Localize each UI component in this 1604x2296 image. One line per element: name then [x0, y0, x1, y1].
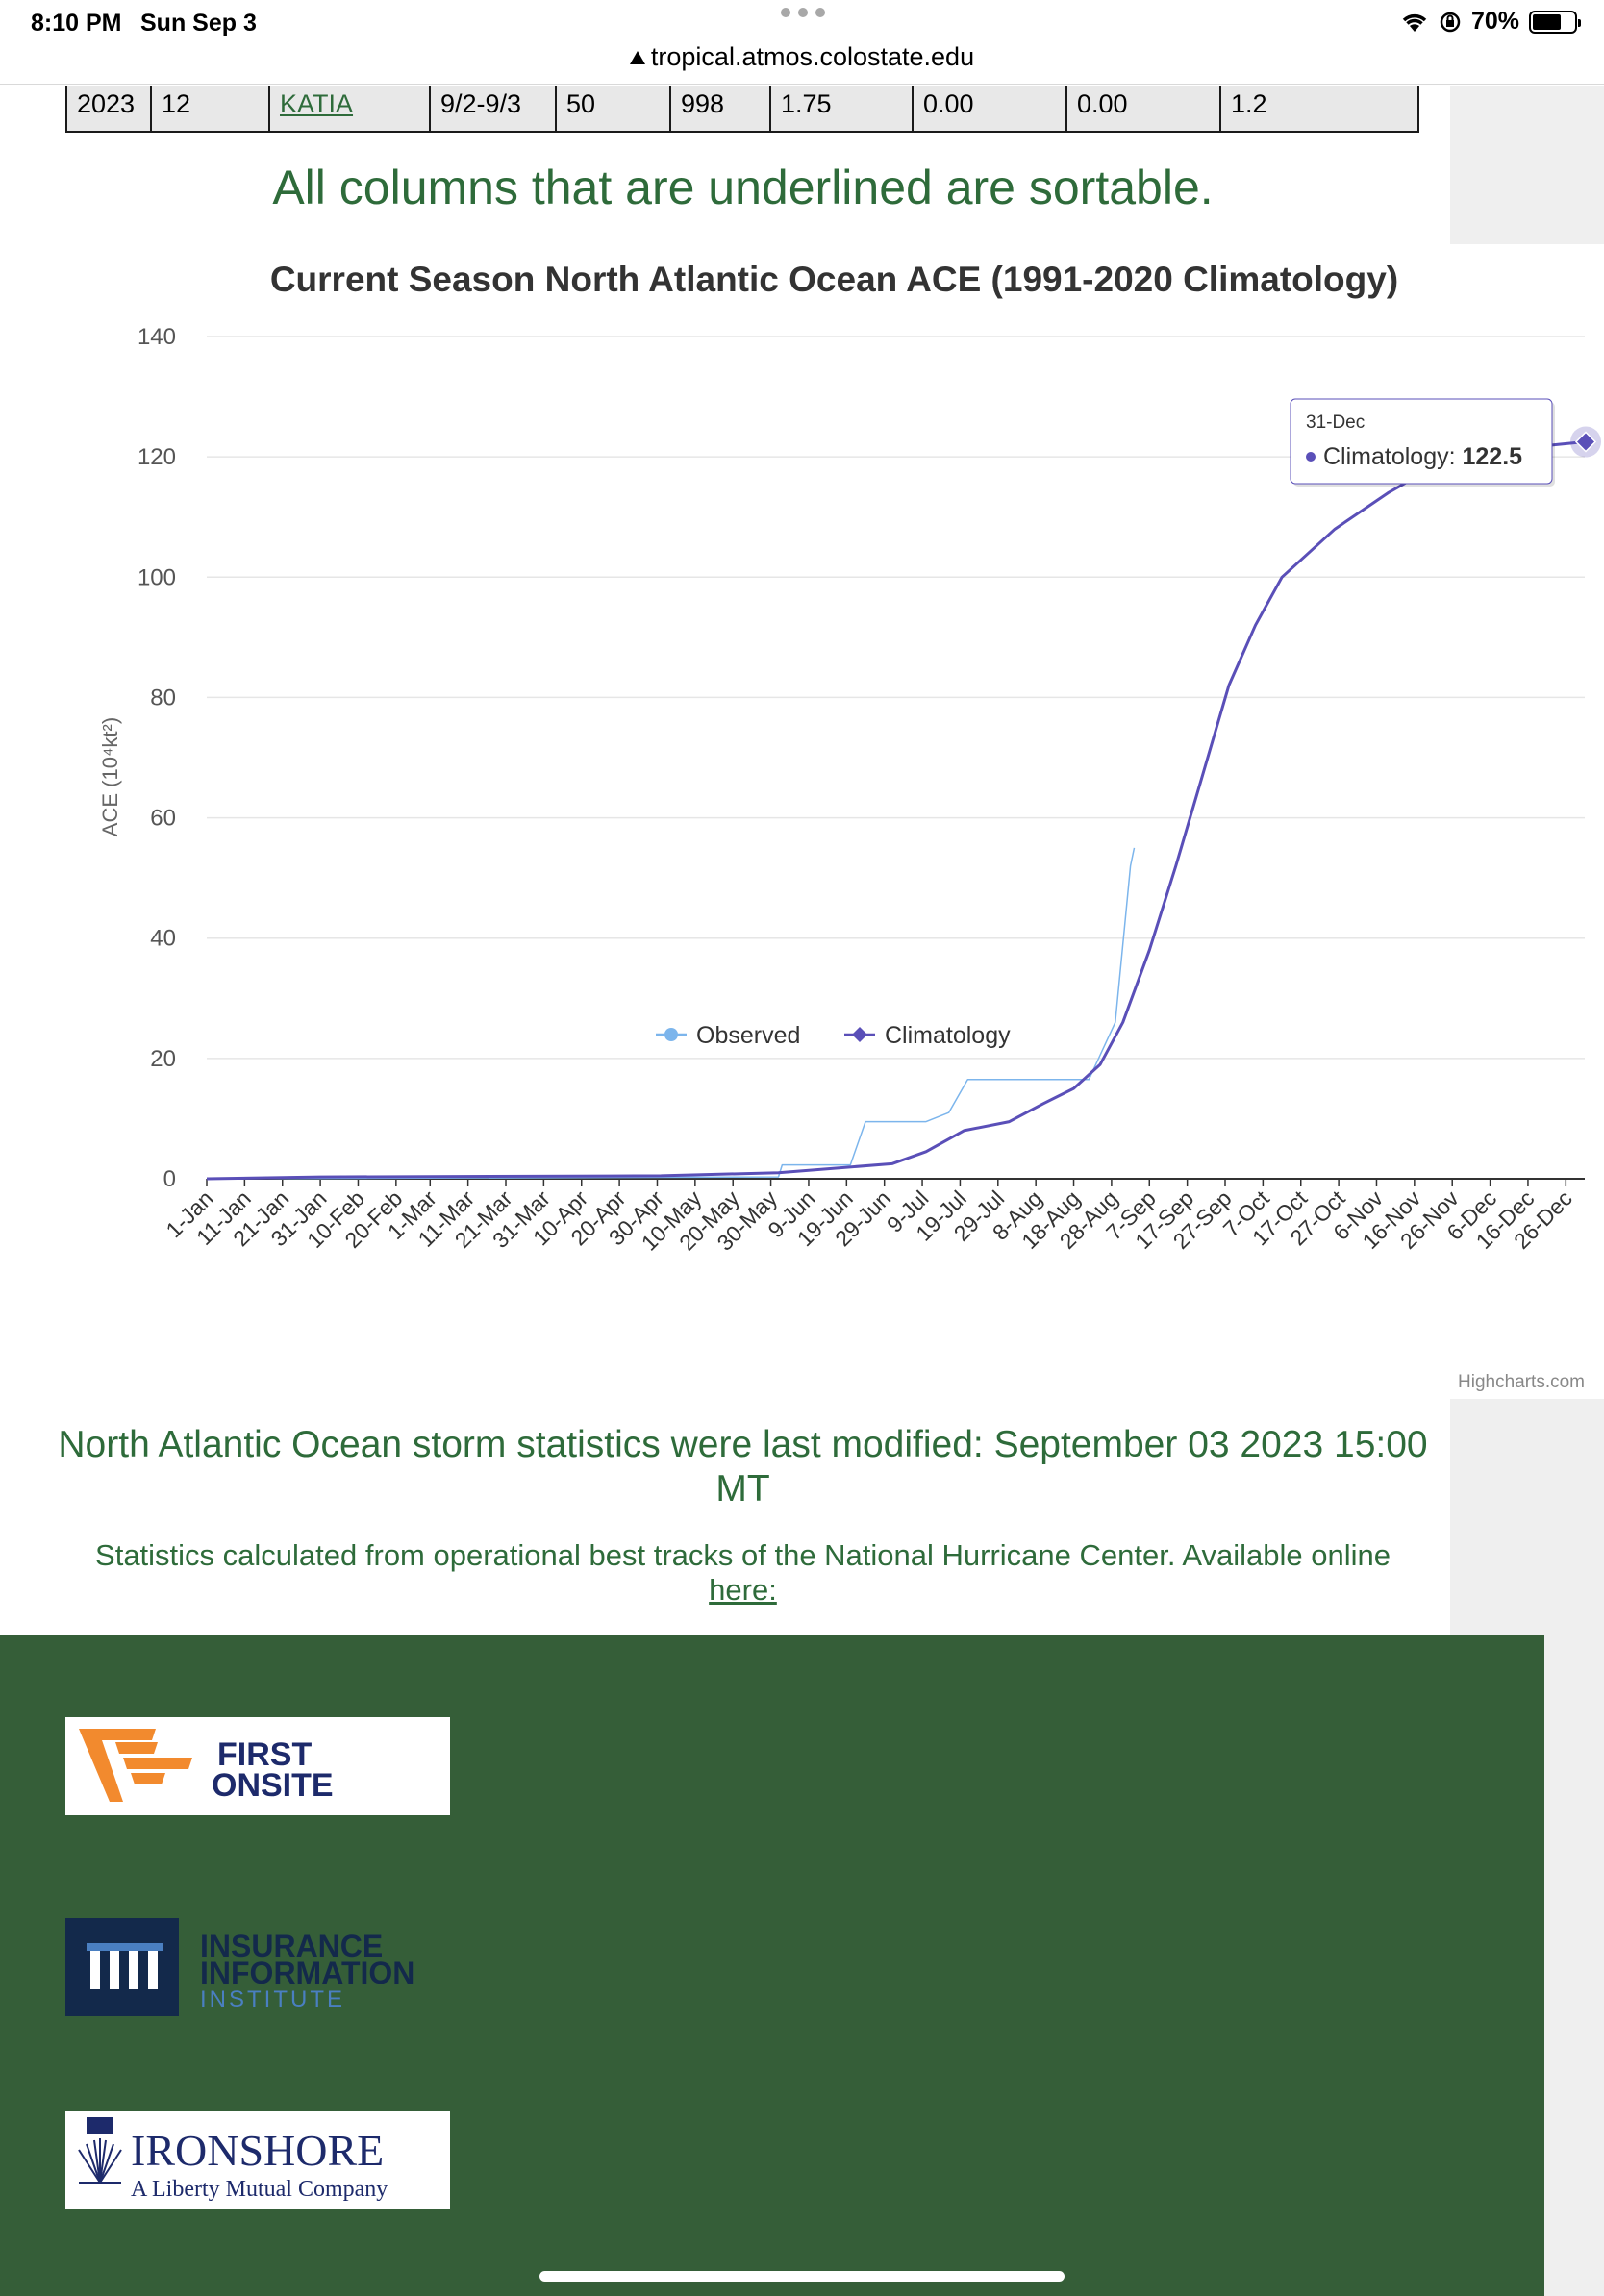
battery-level	[1533, 13, 1562, 30]
first-onsite-text-1: FIRST	[217, 1736, 312, 1773]
y-axis-ticks: 0 20 40 60 80 100 120 140	[138, 324, 176, 1192]
iii-text-1: INSURANCE	[200, 1929, 383, 1963]
last-modified-text: North Atlantic Ocean storm statistics we…	[58, 1424, 1428, 1510]
battery-percent: 70%	[1470, 8, 1519, 35]
storm-name-link[interactable]: KATIA	[280, 89, 354, 118]
multitasking-dots-icon[interactable]	[781, 8, 825, 21]
chart-series	[206, 426, 1601, 1181]
url-text: tropical.atmos.colostate.edu	[650, 42, 975, 71]
y-tick-label: 80	[150, 685, 176, 711]
series-line-climatology[interactable]	[206, 440, 1586, 1181]
tooltip-box	[1290, 398, 1553, 485]
ironshore-text: IRONSHORE	[131, 2126, 384, 2175]
table-cell-dates: 9/2-9/3	[430, 86, 557, 132]
lock-icon	[629, 51, 645, 64]
table-row: 2023 12 KATIA 9/2-9/3 50 998 1.75 0.00 0…	[66, 86, 1418, 132]
chart-legend[interactable]: Observed Climatology	[656, 1022, 1011, 1049]
footer-side-margin	[1544, 1635, 1604, 2296]
side-margin	[1450, 86, 1604, 244]
status-time: 8:10 PM	[31, 10, 122, 37]
battery-icon	[1529, 10, 1581, 34]
table-cell-named-storm-days: 1.75	[770, 86, 914, 132]
y-axis-label: ACE (10⁴kt²)	[98, 717, 122, 836]
home-indicator[interactable]	[539, 2271, 1065, 2282]
iii-text-2: INFORMATION	[200, 1956, 414, 1990]
chart-tooltip: 31-Dec Climatology: 122.5	[1290, 398, 1555, 487]
orientation-lock-icon	[1440, 12, 1461, 32]
storm-table: 2023 12 KATIA 9/2-9/3 50 998 1.75 0.00 0…	[65, 86, 1419, 133]
legend-item-observed[interactable]: Observed	[656, 1022, 800, 1049]
tooltip-value: Climatology: 122.5	[1323, 443, 1522, 470]
status-date: Sun Sep 3	[140, 10, 257, 37]
ironshore-subtext: A Liberty Mutual Company	[131, 2177, 388, 2202]
series-point-climatology[interactable]	[1574, 431, 1597, 453]
insurance-information-institute-logo[interactable]: INSURANCE INFORMATION INSTITUTE	[65, 1918, 450, 2016]
table-cell-name[interactable]: KATIA	[269, 86, 431, 132]
first-onsite-logo[interactable]: FIRST ONSITE	[65, 1717, 450, 1815]
y-tick-label: 100	[138, 564, 176, 590]
y-tick-label: 0	[163, 1166, 176, 1192]
tooltip-date: 31-Dec	[1306, 412, 1365, 433]
side-margin-lower	[1450, 1399, 1604, 1635]
table-cell-min-pressure: 998	[670, 86, 771, 132]
nhc-here-link[interactable]: here:	[709, 1573, 777, 1607]
legend-item-climatology[interactable]: Climatology	[844, 1022, 1011, 1049]
wifi-icon	[1402, 13, 1427, 32]
stats-text: Statistics calculated from operational b…	[95, 1538, 1391, 1572]
y-tick-label: 20	[150, 1046, 176, 1072]
table-cell-max-wind: 50	[556, 86, 671, 132]
sortable-note: All columns that are underlined are sort…	[272, 161, 1214, 214]
status-bar: 8:10 PM Sun Sep 3 tropical.atmos.colosta…	[0, 0, 1604, 85]
highcharts-credit[interactable]: Highcharts.com	[1458, 1372, 1585, 1392]
first-onsite-text-2: ONSITE	[212, 1767, 334, 1804]
legend-label: Observed	[696, 1022, 800, 1049]
x-axis-ticks: 1-Jan11-Jan21-Jan31-Jan10-Feb20-Feb1-Mar…	[161, 1179, 1577, 1256]
y-tick-label: 140	[138, 324, 176, 350]
chart-title: Current Season North Atlantic Ocean ACE …	[269, 260, 1399, 299]
iii-text-3: INSTITUTE	[200, 1986, 345, 2012]
table-cell-major-hurricane-days: 0.00	[1066, 86, 1221, 132]
address-bar[interactable]: tropical.atmos.colostate.edu	[0, 42, 1604, 72]
content-panel	[36, 86, 1450, 1635]
tooltip-bullet	[1306, 452, 1316, 462]
status-indicators: 70%	[1400, 8, 1581, 36]
ace-chart[interactable]: 0 20 40 60 80 100 120 140 ACE (10⁴kt²) 1-Jan11-…	[0, 308, 1604, 1365]
y-tick-label: 120	[138, 444, 176, 470]
table-cell-number: 12	[151, 86, 270, 132]
table-cell-hurricane-days: 0.00	[913, 86, 1067, 132]
stats-source-text: Statistics calculated from operational b…	[36, 1538, 1450, 1608]
table-cell-ace: 1.2	[1231, 89, 1267, 118]
y-tick-label: 60	[150, 806, 176, 832]
series-line-observed[interactable]	[206, 847, 1136, 1180]
y-tick-label: 40	[150, 926, 176, 952]
legend-label: Climatology	[885, 1022, 1011, 1049]
ironshore-logo[interactable]: IRONSHORE A Liberty Mutual Company	[65, 2111, 450, 2209]
table-cell-year: 2023	[66, 86, 152, 132]
